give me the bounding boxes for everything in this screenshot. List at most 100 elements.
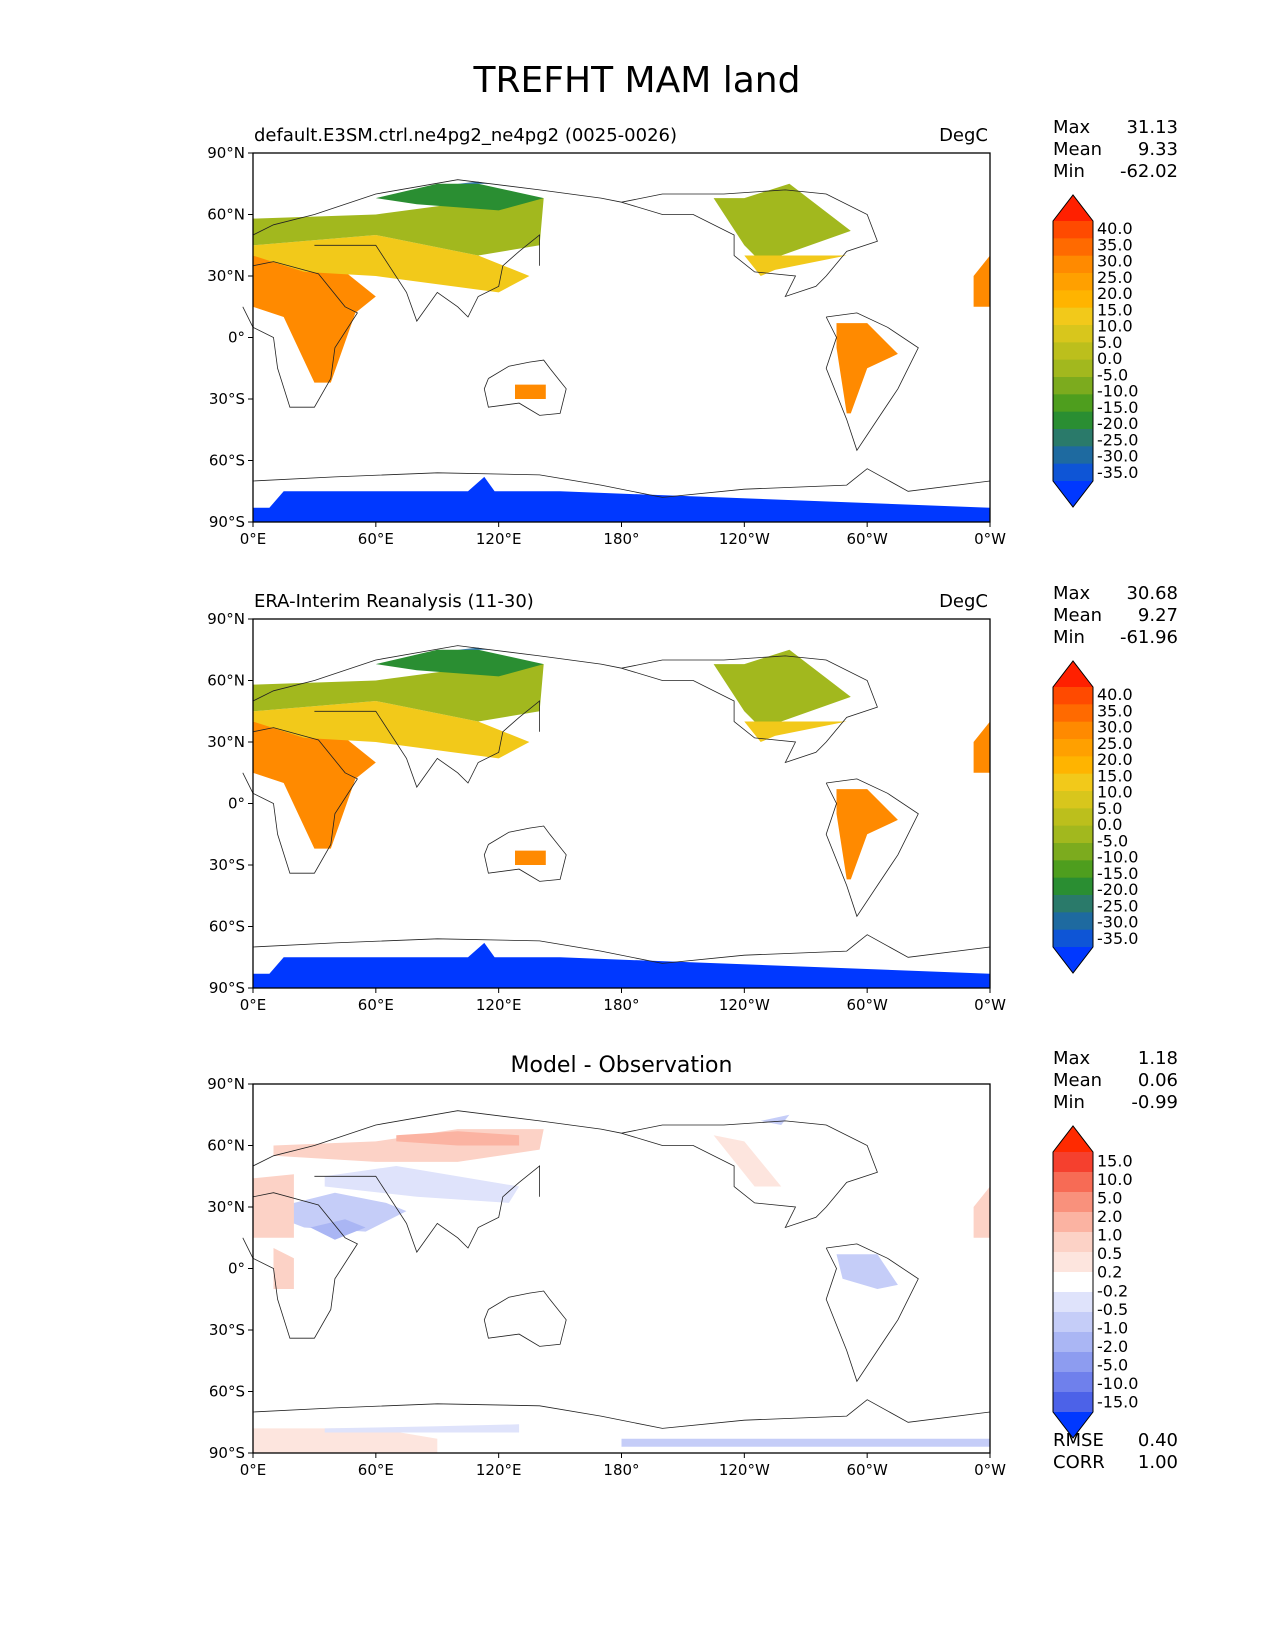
- colorbar-segment: [1053, 929, 1093, 948]
- region-siberia-arctic: [375, 183, 544, 211]
- colorbar-segment: [1053, 394, 1093, 413]
- region-africa: [253, 255, 376, 383]
- colorbar-segment: [1053, 808, 1093, 827]
- colorbar-segment: [1053, 1392, 1093, 1413]
- colorbar-label: 20.0: [1097, 750, 1133, 769]
- region-europe-warm: [253, 1174, 294, 1238]
- colorbar-label: 35.0: [1097, 701, 1133, 720]
- colorbar-label: -5.0: [1097, 831, 1128, 850]
- colorbar-segment: [1053, 255, 1093, 274]
- colorbar-segment: [1053, 411, 1093, 430]
- colorbar-segment: [1053, 1272, 1093, 1293]
- colorbar-label: 1.0: [1097, 1226, 1122, 1245]
- colorbar-label: -5.0: [1097, 1356, 1128, 1375]
- coastline: [252, 179, 622, 236]
- colorbar-segment: [1053, 739, 1093, 757]
- x-tick-label: 60°W: [846, 530, 888, 548]
- x-tick-label: 120°W: [719, 1461, 770, 1479]
- extra-stat-value: 0.40: [1138, 1430, 1178, 1451]
- coastline: [621, 655, 878, 764]
- colorbar-segment: [1053, 1152, 1093, 1173]
- y-tick-label: 0°: [228, 795, 245, 813]
- colorbar-label: 0.0: [1097, 815, 1122, 834]
- colorbar: 15.010.05.02.01.00.50.2-0.2-0.5-1.0-2.0-…: [1052, 1125, 1138, 1439]
- colorbar-label: 2.0: [1097, 1207, 1122, 1226]
- colorbar-label: -2.0: [1097, 1337, 1128, 1356]
- coastline: [314, 234, 540, 322]
- y-tick-label: 30°N: [207, 733, 245, 751]
- colorbar-segment: [1053, 1312, 1093, 1333]
- colorbar-segment: [1053, 843, 1093, 861]
- y-tick-label: 90°S: [209, 513, 245, 531]
- region-central-asia-cool: [324, 1166, 520, 1203]
- colorbar-label: 5.0: [1097, 799, 1122, 818]
- colorbar-segment: [1053, 912, 1093, 931]
- region-iberia-edge: [973, 721, 990, 773]
- x-tick-label: 120°E: [476, 530, 522, 548]
- colorbar-segment: [1053, 773, 1093, 792]
- stat-value: 9.33: [1138, 139, 1178, 160]
- colorbar-extend-max: [1053, 661, 1093, 687]
- x-tick-label: 60°E: [358, 1461, 394, 1479]
- panel-title: ERA-Interim Reanalysis (11-30): [254, 591, 534, 612]
- colorbar-label: 10.0: [1097, 1170, 1133, 1189]
- stat-label: Min: [1053, 1092, 1085, 1113]
- x-tick-label: 180°: [603, 530, 639, 548]
- stat-value: 30.68: [1126, 583, 1178, 604]
- region-eurasia-north: [253, 198, 544, 256]
- coastline: [252, 468, 991, 498]
- coastline: [483, 1290, 567, 1347]
- colorbar-outline: [1052, 194, 1094, 508]
- colorbar-label: -30.0: [1097, 913, 1138, 932]
- stat-label: Max: [1053, 1048, 1091, 1069]
- region-antarctica-cool: [621, 1438, 990, 1447]
- colorbar-extend-max: [1053, 195, 1093, 221]
- colorbar-label: -30.0: [1097, 447, 1138, 466]
- colorbar-label: 0.0: [1097, 349, 1122, 368]
- colorbar-label: 30.0: [1097, 252, 1133, 271]
- y-tick-label: 90°N: [207, 610, 245, 628]
- x-tick-label: 0°E: [240, 1461, 267, 1479]
- region-siberia-warm-core: [396, 1131, 520, 1146]
- region-north-america: [713, 183, 851, 266]
- colorbar-label: 40.0: [1097, 685, 1133, 704]
- colorbar-label: -15.0: [1097, 398, 1138, 417]
- coastline: [314, 700, 540, 788]
- colorbar-label: 15.0: [1097, 1151, 1133, 1170]
- region-africa: [253, 721, 376, 849]
- colorbar-segment: [1053, 1172, 1093, 1193]
- stat-label: Min: [1053, 627, 1085, 648]
- colorbar-segment: [1053, 895, 1093, 913]
- x-tick-label: 180°: [603, 996, 639, 1014]
- x-tick-label: 60°W: [846, 1461, 888, 1479]
- x-tick-label: 60°E: [358, 530, 394, 548]
- colorbar-segment: [1053, 1192, 1093, 1213]
- colorbar-outline: [1052, 660, 1094, 974]
- colorbar-segment: [1053, 325, 1093, 343]
- colorbar-label: 35.0: [1097, 235, 1133, 254]
- colorbar-segment: [1053, 1212, 1093, 1233]
- colorbar-label: -0.5: [1097, 1300, 1128, 1319]
- colorbar-segment: [1053, 307, 1093, 326]
- x-tick-label: 0°W: [974, 1461, 1006, 1479]
- stat-label: Mean: [1053, 1070, 1102, 1091]
- coastline: [825, 1243, 919, 1383]
- stat-label: Mean: [1053, 139, 1102, 160]
- colorbar-label: 25.0: [1097, 734, 1133, 753]
- coastline: [242, 1192, 358, 1339]
- coastline: [825, 778, 919, 918]
- x-tick-label: 120°E: [476, 1461, 522, 1479]
- colorbar: 40.035.030.025.020.015.010.05.00.0-5.0-1…: [1052, 194, 1138, 508]
- region-iberia-edge: [973, 255, 990, 307]
- colorbar-segment: [1053, 791, 1093, 809]
- stat-label: Max: [1053, 583, 1091, 604]
- region-antarctica: [253, 942, 990, 988]
- region-antarctica: [253, 476, 990, 522]
- region-eurasia-south: [253, 235, 530, 293]
- x-tick-label: 0°E: [240, 530, 267, 548]
- colorbar-label: 25.0: [1097, 268, 1133, 287]
- coastline: [621, 189, 878, 298]
- colorbar-label: -0.2: [1097, 1281, 1128, 1300]
- colorbar-label: -1.0: [1097, 1318, 1128, 1337]
- colorbar-segment: [1053, 359, 1093, 378]
